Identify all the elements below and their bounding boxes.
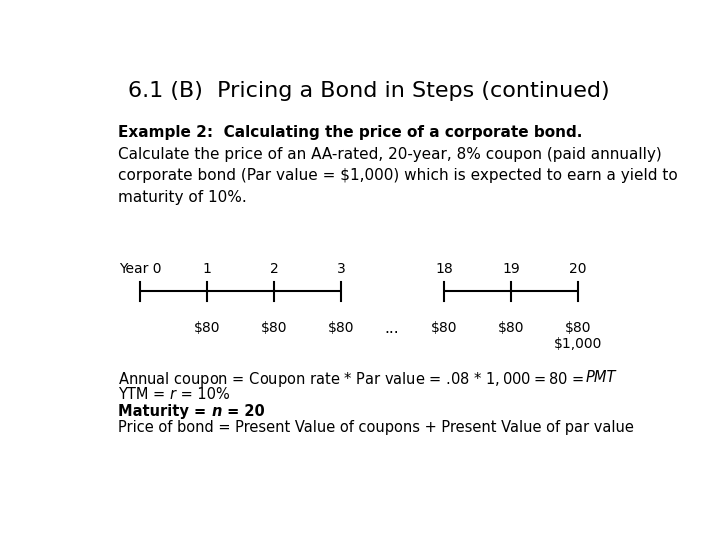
Text: 19: 19 xyxy=(503,261,520,275)
Text: 1: 1 xyxy=(203,261,212,275)
Text: maturity of 10%.: maturity of 10%. xyxy=(118,190,247,205)
Text: Price of bond = Present Value of coupons + Present Value of par value: Price of bond = Present Value of coupons… xyxy=(118,420,634,435)
Text: 20: 20 xyxy=(570,261,587,275)
Text: $80: $80 xyxy=(261,321,287,334)
Text: $80: $80 xyxy=(565,321,592,334)
Text: 2: 2 xyxy=(270,261,279,275)
Text: Maturity =: Maturity = xyxy=(118,404,211,418)
Text: = 10%: = 10% xyxy=(176,387,230,402)
Text: = 20: = 20 xyxy=(222,404,264,418)
Text: ...: ... xyxy=(384,321,399,335)
Text: $80: $80 xyxy=(498,321,525,334)
Text: Year 0: Year 0 xyxy=(119,261,161,275)
Text: $1,000: $1,000 xyxy=(554,337,603,351)
Text: YTM =: YTM = xyxy=(118,387,170,402)
Text: Example 2:  Calculating the price of a corporate bond.: Example 2: Calculating the price of a co… xyxy=(118,125,582,140)
Text: Calculate the price of an AA-rated, 20-year, 8% coupon (paid annually): Calculate the price of an AA-rated, 20-y… xyxy=(118,147,662,161)
Text: 6.1 (B)  Pricing a Bond in Steps (continued): 6.1 (B) Pricing a Bond in Steps (continu… xyxy=(128,82,610,102)
Text: n: n xyxy=(211,404,222,418)
Text: r: r xyxy=(170,387,176,402)
Text: corporate bond (Par value = $1,000) which is expected to earn a yield to: corporate bond (Par value = $1,000) whic… xyxy=(118,168,678,184)
Text: $80: $80 xyxy=(431,321,458,334)
Text: Annual coupon = Coupon rate * Par value = .08 * $1,000 = $80 =: Annual coupon = Coupon rate * Par value … xyxy=(118,370,585,389)
Text: $80: $80 xyxy=(194,321,220,334)
Text: 3: 3 xyxy=(337,261,346,275)
Text: PMT: PMT xyxy=(585,370,616,386)
Text: 18: 18 xyxy=(436,261,453,275)
Text: $80: $80 xyxy=(328,321,354,334)
